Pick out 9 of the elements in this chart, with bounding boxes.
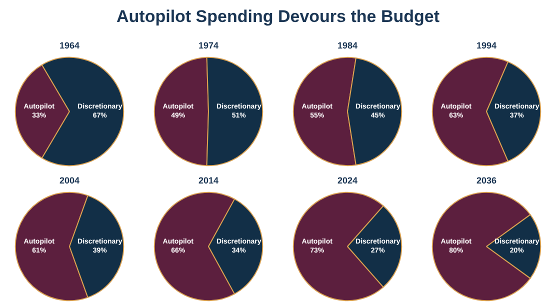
text: Autopilot Spending Devours the Budget	[116, 6, 440, 28]
chart-title: 2014	[198, 176, 219, 186]
chart-title: 2024	[337, 176, 358, 186]
chart-title: 2036	[476, 176, 497, 186]
chart-title: 1984	[337, 40, 358, 50]
chart-title: 1974	[198, 40, 219, 50]
chart-title: 2004	[59, 176, 80, 186]
chart-title: 1964	[59, 40, 80, 50]
chart-title: 1994	[476, 40, 497, 50]
